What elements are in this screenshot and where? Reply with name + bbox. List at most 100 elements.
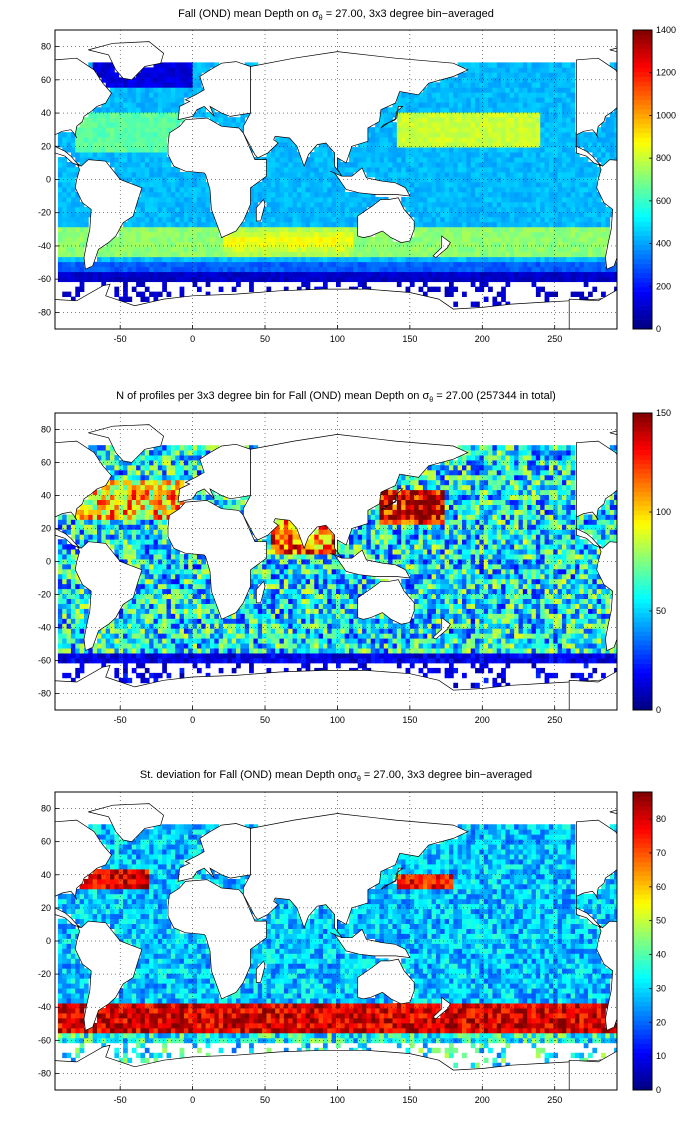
heatmap-cell <box>349 251 354 258</box>
heatmap-cell <box>544 77 550 83</box>
heatmap-cell <box>57 231 63 238</box>
panel-2: N of profiles per 3x3 degree bin for Fal… <box>38 390 671 725</box>
heatmap-cell <box>322 162 328 168</box>
heatmap-cell <box>418 256 424 263</box>
coastline <box>689 118 696 238</box>
heatmap-cell <box>327 181 333 188</box>
heatmap-cell <box>475 82 480 88</box>
heatmap-cell <box>488 172 493 178</box>
heatmap-cell <box>596 147 602 153</box>
heatmap-cell <box>105 142 111 148</box>
heatmap-cell <box>92 142 98 148</box>
heatmap-cell <box>79 628 85 634</box>
heatmap-cell <box>466 266 472 273</box>
heatmap-cell <box>110 82 115 88</box>
heatmap-cell <box>370 132 376 138</box>
heatmap-cell <box>431 157 437 163</box>
heatmap-cell <box>601 216 606 223</box>
heatmap-cell <box>553 172 559 178</box>
heatmap-cell <box>196 87 202 93</box>
heatmap-cell <box>114 494 120 501</box>
heatmap-cell <box>123 638 128 644</box>
heatmap-cell <box>62 608 67 614</box>
heatmap-cell <box>483 132 489 138</box>
heatmap-cell <box>353 241 359 248</box>
heatmap-cell <box>331 201 337 208</box>
heatmap-cell <box>431 286 437 293</box>
heatmap-cell <box>570 67 576 73</box>
heatmap-cell <box>292 211 298 218</box>
heatmap-cell <box>409 152 415 158</box>
heatmap-cell <box>118 276 124 283</box>
heatmap-cell <box>309 256 315 263</box>
heatmap-cell <box>344 261 350 268</box>
heatmap-cell <box>448 271 454 278</box>
heatmap-cell <box>514 147 519 153</box>
heatmap-cell <box>557 261 563 268</box>
heatmap-cell <box>127 514 133 520</box>
heatmap-cell <box>475 196 480 203</box>
heatmap-cell <box>357 266 363 273</box>
heatmap-cell <box>66 583 72 590</box>
heatmap-cell <box>140 563 146 570</box>
heatmap-cell <box>340 266 346 273</box>
heatmap-cell <box>127 236 133 243</box>
heatmap-cell <box>118 112 124 118</box>
heatmap-cell <box>601 127 606 133</box>
heatmap-cell <box>79 598 85 604</box>
heatmap-cell <box>127 261 133 268</box>
heatmap-cell <box>183 92 189 98</box>
heatmap-cell <box>105 67 111 73</box>
heatmap-cell <box>435 191 441 198</box>
heatmap-cell <box>509 241 515 248</box>
heatmap-cell <box>514 246 519 253</box>
heatmap-cell <box>175 256 180 263</box>
heatmap-cell <box>201 226 207 233</box>
heatmap-cell <box>144 613 150 619</box>
heatmap-cell <box>101 519 107 525</box>
heatmap-cell <box>414 256 419 263</box>
heatmap-cell <box>379 241 385 248</box>
heatmap-cell <box>375 276 380 283</box>
heatmap-cell <box>457 107 463 113</box>
heatmap-cell <box>596 231 602 238</box>
heatmap-cell <box>305 181 311 188</box>
heatmap-cell <box>75 142 81 148</box>
heatmap-cell <box>396 256 402 263</box>
heatmap-cell <box>97 504 102 510</box>
heatmap-cell <box>405 142 411 148</box>
heatmap-cell <box>518 216 524 223</box>
heatmap-cell <box>431 127 437 133</box>
heatmap-cell <box>540 266 545 273</box>
heatmap-cell <box>470 122 476 128</box>
heatmap-cell <box>448 291 454 298</box>
heatmap-cell <box>548 122 554 128</box>
heatmap-cell <box>414 201 419 208</box>
heatmap-cell <box>83 519 89 525</box>
heatmap-cell <box>609 62 615 68</box>
heatmap-cell <box>175 231 180 238</box>
heatmap-cell <box>322 157 328 163</box>
heatmap-cell <box>479 172 485 178</box>
heatmap-cell <box>592 241 598 248</box>
heatmap-cell <box>579 216 585 223</box>
heatmap-cell <box>501 147 506 153</box>
heatmap-cell <box>179 172 185 178</box>
heatmap-cell <box>83 137 89 143</box>
heatmap-cell <box>453 236 459 243</box>
heatmap-cell <box>557 266 563 273</box>
heatmap-cell <box>548 87 554 93</box>
heatmap-cell <box>188 216 194 223</box>
heatmap-cell <box>75 286 81 293</box>
heatmap-cell <box>344 226 350 233</box>
heatmap-cell <box>448 172 454 178</box>
heatmap-cell <box>140 658 146 664</box>
colorbar-segment <box>633 128 652 134</box>
heatmap-cell <box>401 241 406 248</box>
heatmap-cell <box>131 77 137 83</box>
heatmap-cell <box>435 276 441 283</box>
heatmap-cell <box>110 455 115 461</box>
heatmap-cell <box>427 276 432 283</box>
heatmap-cell <box>488 177 493 183</box>
heatmap-cell <box>570 251 576 258</box>
